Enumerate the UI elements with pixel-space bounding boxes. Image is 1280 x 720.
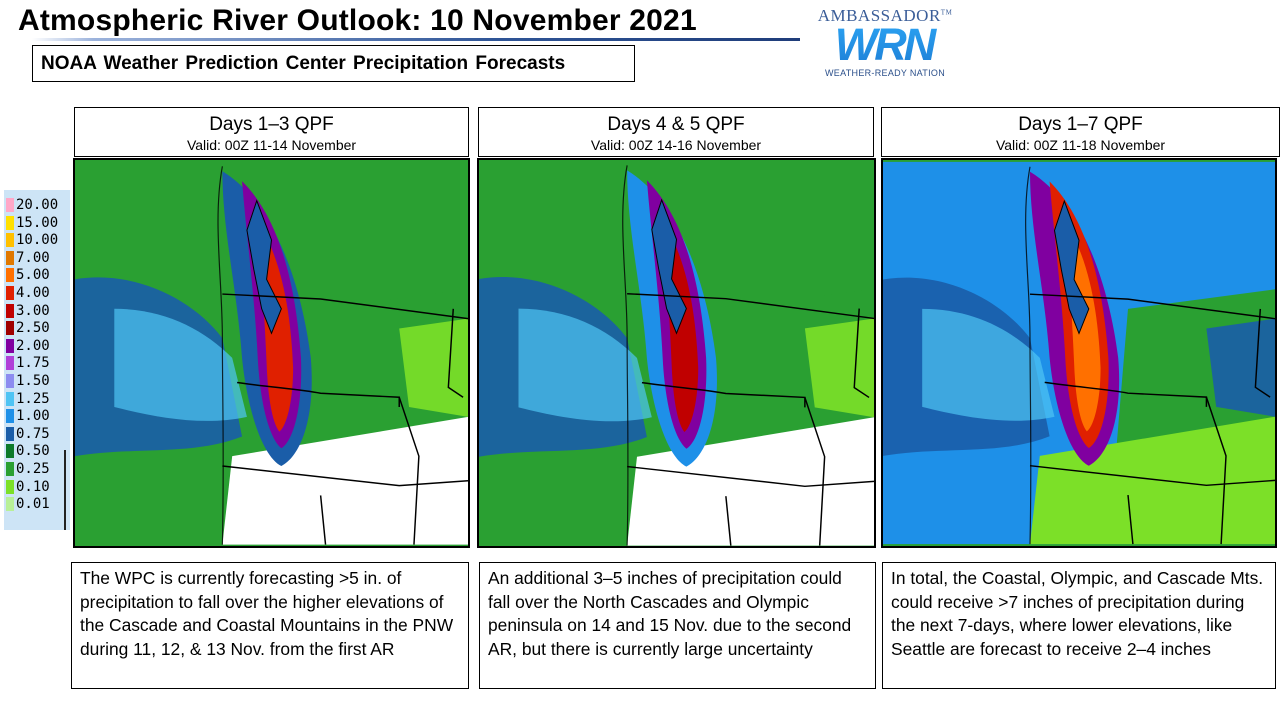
legend-label: 20.00 (16, 197, 59, 213)
legend-label: 0.01 (16, 496, 50, 513)
legend-swatch (6, 233, 14, 248)
legend-swatch (6, 268, 14, 283)
legend-swatch (6, 409, 14, 424)
qpf-map-graphic (479, 160, 874, 546)
logo-mark: WRN (814, 22, 954, 68)
legend-item: 10.00 (4, 231, 70, 249)
legend-item: 5.00 (4, 266, 70, 284)
panel-1-map (73, 158, 470, 548)
legend-swatch (6, 479, 14, 494)
qpf-map-graphic (75, 161, 468, 545)
legend-swatch (6, 303, 14, 318)
legend-label: 1.00 (16, 408, 50, 425)
logo-top-text: AMBASSADORTM (817, 6, 953, 25)
logo-bottom-text: WEATHER-READY NATION (824, 68, 945, 78)
legend-label: 2.00 (16, 337, 50, 354)
legend-item: 3.00 (4, 302, 70, 320)
legend-swatch (6, 497, 14, 512)
panel-1-description: The WPC is currently forecasting >5 in. … (71, 562, 469, 689)
legend-item: 0.10 (4, 478, 70, 496)
legend-swatch (6, 356, 14, 371)
legend-item: 2.50 (4, 319, 70, 337)
legend-swatch (6, 321, 14, 336)
subtitle-box: NOAA Weather Prediction Center Precipita… (32, 45, 635, 82)
legend-item: 1.50 (4, 372, 70, 390)
legend-label: 1.50 (16, 373, 50, 389)
panel-3-header: Days 1–7 QPF Valid: 00Z 11-18 November (881, 107, 1280, 157)
panel-2-valid: Valid: 00Z 14-16 November (590, 137, 762, 153)
legend-swatch (6, 215, 14, 230)
panel-3-map (881, 158, 1277, 548)
legend-swatch (6, 462, 14, 476)
legend-label: 5.00 (16, 267, 50, 284)
legend-item: 0.50 (4, 442, 70, 460)
panel-3-description: In total, the Coastal, Olympic, and Casc… (882, 562, 1276, 689)
legend-label: 10.00 (16, 232, 59, 249)
precip-legend: 20.00 15.00 10.00 7.00 5.00 4.00 3.00 2.50 2.00 1… (4, 190, 70, 530)
panel-2-title: Days 4 & 5 QPF (607, 114, 745, 135)
panel-2-description: An additional 3–5 inches of precipitatio… (479, 562, 876, 689)
legend-label: 1.75 (16, 355, 50, 372)
legend-item: 2.00 (4, 337, 70, 355)
legend-item: 0.75 (4, 425, 70, 443)
legend-item: 1.00 (4, 407, 70, 425)
panel-2-header: Days 4 & 5 QPF Valid: 00Z 14-16 November (478, 107, 874, 157)
legend-item: 0.01 (4, 495, 70, 513)
legend-item: 7.00 (4, 249, 70, 267)
legend-item: 20.00 (4, 196, 70, 214)
legend-swatch (6, 426, 14, 441)
legend-swatch (6, 250, 14, 265)
legend-item: 0.25 (4, 460, 70, 478)
panel-3-valid: Valid: 00Z 11-18 November (995, 137, 1166, 153)
legend-label: 7.00 (16, 249, 50, 266)
legend-label: 2.50 (16, 320, 50, 337)
panel-1-header: Days 1–3 QPF Valid: 00Z 11-14 November (74, 107, 469, 157)
legend-label: 1.25 (16, 390, 50, 407)
panel-2-map (477, 158, 876, 548)
wrn-ambassador-logo: AMBASSADORTM WRN WEATHER-READY NATION (810, 6, 960, 80)
title-underline (32, 38, 800, 41)
panel-1-valid: Valid: 00Z 11-14 November (186, 137, 357, 153)
legend-swatch (6, 286, 14, 300)
legend-item: 1.25 (4, 390, 70, 408)
legend-label: 0.10 (16, 478, 50, 495)
panel-1-title: Days 1–3 QPF (209, 114, 334, 135)
qpf-map-graphic (883, 161, 1275, 545)
legend-swatch (6, 338, 14, 353)
legend-swatch (6, 391, 14, 406)
slide-title: Atmospheric River Outlook: 10 November 2… (18, 4, 697, 37)
legend-label: 4.00 (16, 285, 50, 301)
panel-3-title: Days 1–7 QPF (1018, 114, 1143, 135)
legend-item: 1.75 (4, 354, 70, 372)
legend-swatch (6, 444, 14, 459)
legend-item: 4.00 (4, 284, 70, 302)
legend-swatch (6, 198, 14, 212)
legend-bracket (64, 450, 66, 530)
legend-label: 15.00 (16, 214, 59, 231)
legend-label: 0.50 (16, 443, 50, 460)
legend-item: 15.00 (4, 214, 70, 232)
legend-label: 0.25 (16, 461, 50, 477)
legend-swatch (6, 374, 14, 388)
legend-label: 0.75 (16, 425, 50, 442)
legend-label: 3.00 (16, 302, 50, 319)
